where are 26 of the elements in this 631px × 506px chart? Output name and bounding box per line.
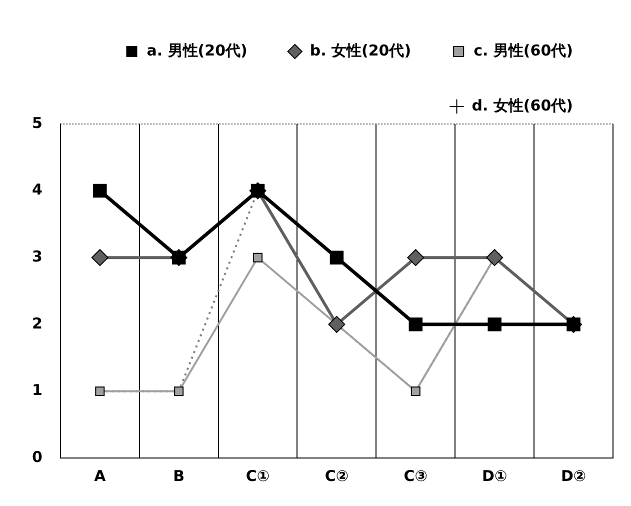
point: [408, 318, 423, 332]
x-tick-label: A: [94, 466, 106, 485]
point: [328, 316, 346, 333]
y-tick-label: 3: [32, 247, 42, 266]
x-tick-label: B: [173, 466, 185, 485]
y-tick-label: 0: [32, 448, 42, 466]
x-tick-label: D②: [560, 466, 586, 485]
legend-label: c. 男性(60代): [474, 41, 574, 60]
point: [407, 249, 424, 266]
point: [330, 250, 344, 264]
y-tick-label: 4: [32, 180, 42, 199]
y-tick-label: 5: [32, 114, 42, 132]
x-tick-label: C①: [246, 466, 270, 485]
y-tick-label: 2: [32, 314, 42, 332]
x-tick-label: C③: [404, 466, 428, 485]
x-tick-label: D①: [482, 466, 508, 485]
point: [93, 184, 107, 198]
legend-label: b. 女性(20代): [310, 41, 412, 60]
x-tick-label: C②: [324, 466, 349, 485]
point: [486, 249, 504, 266]
point: [488, 318, 502, 332]
legend-label: a. 男性(20代): [146, 41, 248, 60]
point: [253, 252, 263, 262]
y-tick-label: 1: [32, 381, 42, 400]
legend-label: d. 女性(60代): [472, 96, 574, 114]
point: [91, 249, 108, 266]
